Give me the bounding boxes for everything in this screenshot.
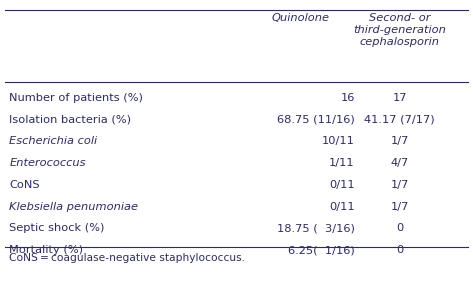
Text: 1/7: 1/7 — [391, 136, 409, 146]
Text: 0: 0 — [396, 223, 403, 233]
Text: CoNS = coagulase-negative staphylococcus.: CoNS = coagulase-negative staphylococcus… — [9, 253, 245, 263]
Text: 6.25(  1/16): 6.25( 1/16) — [288, 245, 355, 255]
Text: CoNS: CoNS — [9, 180, 40, 190]
Text: Number of patients (%): Number of patients (%) — [9, 93, 143, 103]
Text: 16: 16 — [341, 93, 355, 103]
Text: 10/11: 10/11 — [322, 136, 355, 146]
Text: 1/7: 1/7 — [391, 180, 409, 190]
Text: Mortality (%): Mortality (%) — [9, 245, 83, 255]
Text: 17: 17 — [393, 93, 407, 103]
Text: 4/7: 4/7 — [391, 158, 409, 168]
Text: Quinolone: Quinolone — [272, 13, 329, 23]
Text: 68.75 (11/16): 68.75 (11/16) — [277, 115, 355, 125]
Text: Enterococcus: Enterococcus — [9, 158, 86, 168]
Text: 0/11: 0/11 — [329, 180, 355, 190]
Text: Septic shock (%): Septic shock (%) — [9, 223, 105, 233]
Text: 18.75 (  3/16): 18.75 ( 3/16) — [277, 223, 355, 233]
Text: 1/11: 1/11 — [329, 158, 355, 168]
Text: 0/11: 0/11 — [329, 202, 355, 212]
Text: Klebsiella penumoniae: Klebsiella penumoniae — [9, 202, 139, 212]
Text: Isolation bacteria (%): Isolation bacteria (%) — [9, 115, 131, 125]
Text: 41.17 (7/17): 41.17 (7/17) — [364, 115, 435, 125]
Text: Escherichia coli: Escherichia coli — [9, 136, 97, 146]
Text: 1/7: 1/7 — [391, 202, 409, 212]
Text: 0: 0 — [396, 245, 403, 255]
Text: Second- or
third-generation
cephalosporin: Second- or third-generation cephalospori… — [353, 13, 446, 47]
